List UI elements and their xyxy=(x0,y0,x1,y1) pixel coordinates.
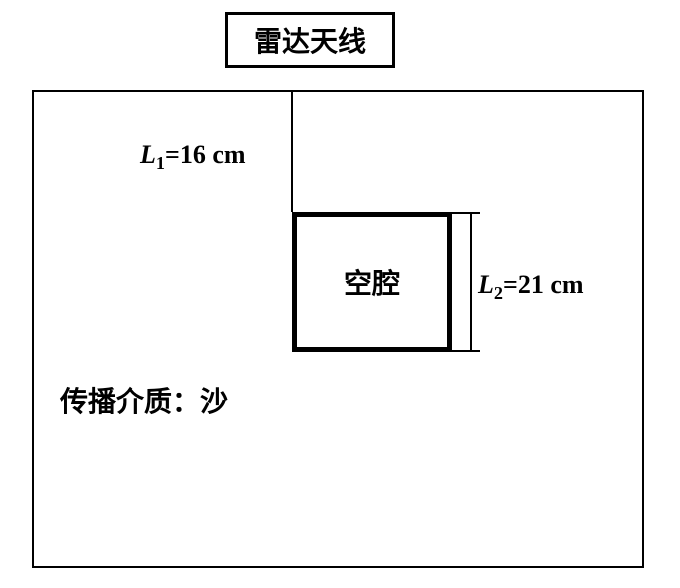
dim-l2-label: L2=21 cm xyxy=(478,270,584,304)
dim-l2-sub: 2 xyxy=(494,283,503,303)
dim-l1-label: L1=16 cm xyxy=(140,140,246,174)
medium-label: 传播介质：沙 xyxy=(60,380,228,420)
dim-l1-value: 16 xyxy=(180,140,206,169)
dim-l1-var: L xyxy=(140,140,156,169)
radar-antenna-box: 雷达天线 xyxy=(225,12,395,68)
dim-l2-tick-bottom xyxy=(452,350,480,352)
cavity-label: 空腔 xyxy=(344,262,400,302)
dim-l2-var: L xyxy=(478,270,494,299)
dim-l2-tick-top xyxy=(452,212,480,214)
radar-antenna-label: 雷达天线 xyxy=(254,20,366,60)
cavity-box: 空腔 xyxy=(292,212,452,352)
dim-l1-sub: 1 xyxy=(156,153,165,173)
dim-l1-unit: cm xyxy=(212,140,245,169)
dim-l2-unit: cm xyxy=(550,270,583,299)
medium-label-text: 传播介质：沙 xyxy=(60,387,228,418)
dim-l2-line xyxy=(470,212,472,352)
dim-l2-value: 21 xyxy=(518,270,544,299)
dim-l1-line xyxy=(291,92,293,212)
